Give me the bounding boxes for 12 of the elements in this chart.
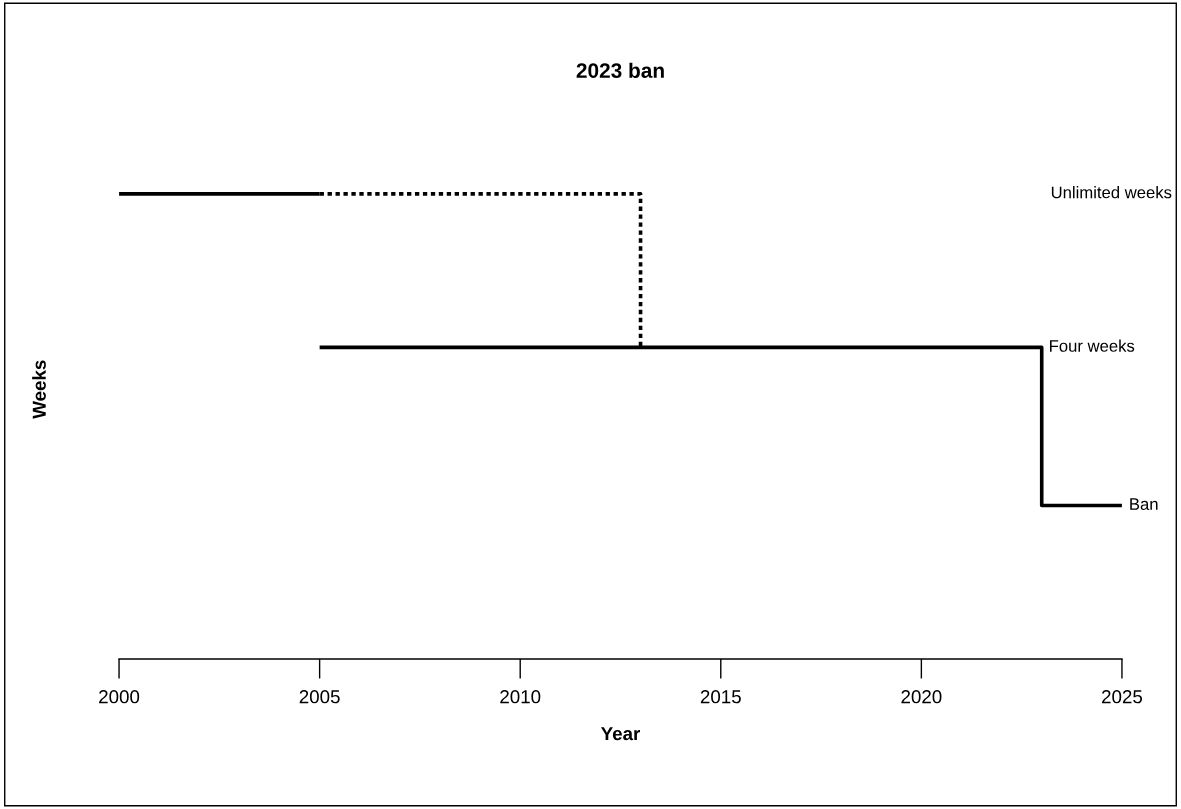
annotation: Four weeks — [1050, 339, 1135, 352]
chart-title: 2023 ban — [576, 62, 664, 78]
annotation: Unlimited weeks — [1051, 186, 1172, 199]
x-tick-label: 2010 — [500, 690, 541, 704]
x-tick-label: 2020 — [901, 690, 942, 704]
x-tick-label: 2000 — [99, 690, 140, 704]
x-tick-label: 2005 — [299, 690, 340, 704]
x-tick-label: 2025 — [1102, 690, 1143, 704]
y-axis-title: Weeks — [32, 360, 46, 419]
x-tick-label: 2015 — [700, 690, 741, 704]
annotation: Ban — [1130, 498, 1158, 510]
x-axis-title: Year — [601, 727, 641, 741]
